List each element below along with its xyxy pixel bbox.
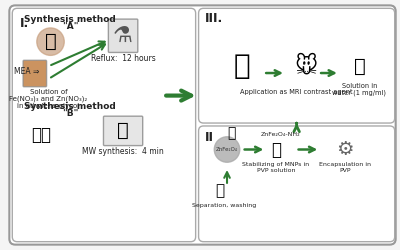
Text: ZnFe₂O₄-NH₂: ZnFe₂O₄-NH₂ (261, 132, 301, 137)
Text: I.: I. (20, 17, 29, 30)
Text: "A": "A" (62, 22, 78, 31)
Circle shape (37, 28, 64, 56)
Text: 🐌💥: 🐌💥 (31, 126, 51, 144)
Text: ⚗: ⚗ (113, 26, 133, 46)
Text: Solution of
Fe(NO₃)₃ and Zn(NO₃)₂
in ethylene glycol: Solution of Fe(NO₃)₃ and Zn(NO₃)₂ in eth… (10, 89, 88, 109)
Text: Reflux:  12 hours: Reflux: 12 hours (91, 54, 156, 64)
FancyBboxPatch shape (108, 19, 138, 52)
Text: MEA ⇒: MEA ⇒ (14, 66, 40, 76)
Text: 💉: 💉 (271, 140, 281, 158)
FancyBboxPatch shape (198, 126, 395, 242)
Text: 🧪: 🧪 (354, 57, 365, 76)
Text: 🏥: 🏥 (234, 52, 250, 80)
FancyBboxPatch shape (12, 8, 196, 242)
Text: Application as MRI contrast agent: Application as MRI contrast agent (240, 89, 353, 95)
Text: 🐌: 🐌 (45, 32, 56, 51)
FancyBboxPatch shape (198, 8, 395, 123)
Text: III.: III. (204, 12, 223, 25)
Text: 🐭: 🐭 (294, 55, 317, 77)
Text: MW synthesis:  4 min: MW synthesis: 4 min (82, 146, 164, 156)
Text: II: II (204, 131, 214, 144)
Text: 📟: 📟 (117, 122, 129, 141)
Text: 🔬: 🔬 (216, 183, 225, 198)
Text: 🧲: 🧲 (228, 126, 236, 140)
FancyBboxPatch shape (104, 116, 143, 146)
Text: Stabilizing of MNPs in
PVP solution: Stabilizing of MNPs in PVP solution (242, 162, 310, 173)
FancyBboxPatch shape (23, 60, 47, 87)
Text: Separation, washing: Separation, washing (192, 204, 256, 208)
Text: Encapsulation in
PVP: Encapsulation in PVP (319, 162, 371, 173)
Text: "B": "B" (62, 109, 78, 118)
FancyBboxPatch shape (9, 6, 396, 244)
Text: Solution in
water (1 mg/ml): Solution in water (1 mg/ml) (332, 83, 386, 96)
Text: Synthesis method: Synthesis method (24, 102, 116, 112)
Text: ZnFe₂O₄: ZnFe₂O₄ (216, 147, 238, 152)
Text: ⚙: ⚙ (336, 140, 354, 159)
Circle shape (214, 137, 240, 162)
Text: Synthesis method: Synthesis method (24, 15, 116, 24)
